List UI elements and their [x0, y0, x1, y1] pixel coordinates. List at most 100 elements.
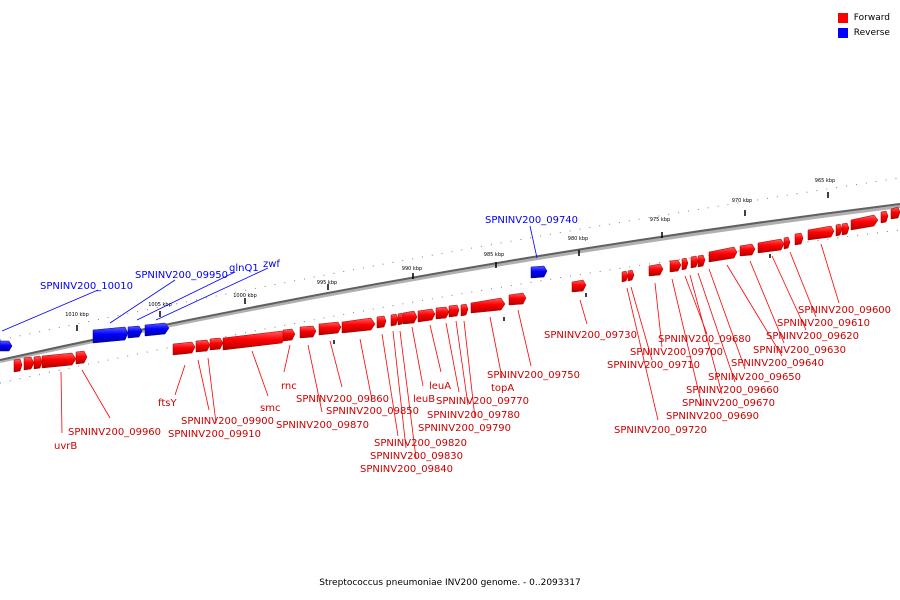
gene-arrow — [448, 304, 460, 318]
gene-label: rnc — [281, 381, 297, 392]
gene-label: zwf — [263, 259, 280, 270]
gene-arrow — [13, 358, 23, 373]
gene-label: SPNINV200_09850 — [326, 406, 419, 417]
gene-arrow — [681, 257, 689, 271]
gene-label: SPNINV200_09910 — [168, 429, 261, 440]
gene-arrow — [144, 322, 170, 337]
gene-arrow — [0, 340, 13, 352]
gene-label: SPNINV200_09790 — [418, 423, 511, 434]
gene-arrow — [571, 279, 587, 293]
gene-arrow — [880, 210, 889, 224]
gene-label: SPNINV200_09950 — [135, 270, 228, 281]
tick-label: 980 kbp — [568, 236, 588, 242]
gene-arrow — [621, 270, 629, 283]
map-caption: Streptococcus pneumoniae INV200 genome. … — [319, 578, 581, 588]
gene-label: SPNINV200_09710 — [607, 360, 700, 371]
gene-label: SPNINV200_09830 — [370, 451, 463, 462]
gene-arrow — [648, 263, 664, 277]
gene-arrow — [669, 259, 682, 273]
gene-arrow — [299, 325, 317, 339]
gene-label: SPNINV200_09960 — [68, 427, 161, 438]
gene-label: SPNINV200_09700 — [630, 347, 723, 358]
gene-arrow — [794, 232, 804, 246]
gene-arrow — [435, 306, 450, 320]
gene-label: leuA — [429, 381, 451, 392]
gene-label: SPNINV200_09750 — [487, 370, 580, 381]
gene-label: SPNINV200_09660 — [686, 385, 779, 396]
gene-label: SPNINV200_09640 — [731, 358, 824, 369]
legend-item-reverse: Reverse — [837, 25, 890, 40]
gene-arrow — [835, 223, 843, 237]
gene-arrow — [172, 341, 196, 356]
tick-label: 1010 kbp — [65, 312, 89, 318]
gene-label: topA — [491, 383, 514, 394]
gene-arrow — [222, 330, 286, 351]
gene-arrow — [627, 269, 635, 282]
gene-label: SPNINV200_09630 — [753, 345, 846, 356]
gene-label: SPNINV200_10010 — [40, 281, 133, 292]
gene-arrow — [127, 325, 143, 339]
tick-label: 990 kbp — [402, 266, 422, 272]
tick-label: 995 kbp — [317, 280, 337, 286]
gene-arrow — [508, 292, 527, 306]
gene-arrow — [739, 243, 756, 257]
gene-arrow — [282, 328, 296, 342]
reverse-swatch-icon — [837, 27, 848, 38]
gene-label: SPNINV200_09690 — [666, 411, 759, 422]
gene-label: ftsY — [158, 398, 177, 409]
gene-arrow — [318, 321, 342, 336]
tick-label: 975 kbp — [650, 217, 670, 223]
legend-label: Forward — [853, 12, 890, 23]
forward-genes — [13, 206, 900, 373]
gene-label: SPNINV200_09820 — [374, 438, 467, 449]
gene-label: SPNINV200_09680 — [658, 334, 751, 345]
tick-label: 965 kbp — [815, 178, 835, 184]
gene-label: leuB — [413, 394, 435, 405]
gene-label: SPNINV200_09870 — [276, 420, 369, 431]
gene-arrow — [841, 222, 850, 236]
gene-label: SPNINV200_09840 — [360, 464, 453, 475]
reverse-leaders — [1, 225, 538, 332]
gene-label: SPNINV200_09670 — [682, 398, 775, 409]
reverse-genes — [0, 265, 548, 352]
gene-arrow — [470, 297, 506, 314]
gene-arrow — [807, 225, 835, 241]
tick-label: 1000 kbp — [233, 293, 257, 299]
gene-arrow — [850, 214, 879, 231]
gene-arrow — [33, 355, 43, 370]
gene-label: glnQ1 — [229, 263, 259, 274]
gene-label: SPNINV200_09780 — [427, 410, 520, 421]
legend-label: Reverse — [853, 27, 890, 38]
gene-arrow — [209, 337, 224, 351]
gene-arrow — [783, 236, 791, 250]
gene-arrow — [757, 238, 785, 254]
gene-label: uvrB — [54, 441, 77, 452]
gene-arrow — [708, 246, 738, 263]
gene-arrow — [195, 339, 211, 353]
gene-label: SPNINV200_09720 — [614, 425, 707, 436]
gene-arrow — [402, 310, 418, 325]
gene-label: SPNINV200_09620 — [766, 331, 859, 342]
backbone-shadow — [0, 204, 900, 363]
gene-label: SPNINV200_09730 — [544, 330, 637, 341]
tick-label: 985 kbp — [484, 252, 504, 258]
legend-item-forward: Forward — [837, 10, 890, 25]
gene-label: SPNINV200_09740 — [485, 215, 578, 226]
gene-arrow — [417, 308, 436, 323]
gene-label: SPNINV200_09900 — [181, 416, 274, 427]
gene-arrow — [23, 356, 35, 371]
gene-label: smc — [260, 403, 280, 414]
gene-arrow — [341, 317, 376, 334]
gene-arrow — [530, 265, 548, 279]
gene-arrow — [376, 315, 387, 329]
legend: Forward Reverse — [837, 10, 890, 40]
tick-marks — [76, 192, 829, 344]
gene-arrow — [75, 350, 88, 365]
tick-label: 1005 kbp — [148, 302, 172, 308]
gene-arrow — [460, 303, 469, 317]
forward-swatch-icon — [837, 12, 848, 23]
gene-arrow — [697, 254, 706, 268]
forward-leaders — [60, 243, 840, 459]
gene-arrow — [890, 206, 900, 220]
